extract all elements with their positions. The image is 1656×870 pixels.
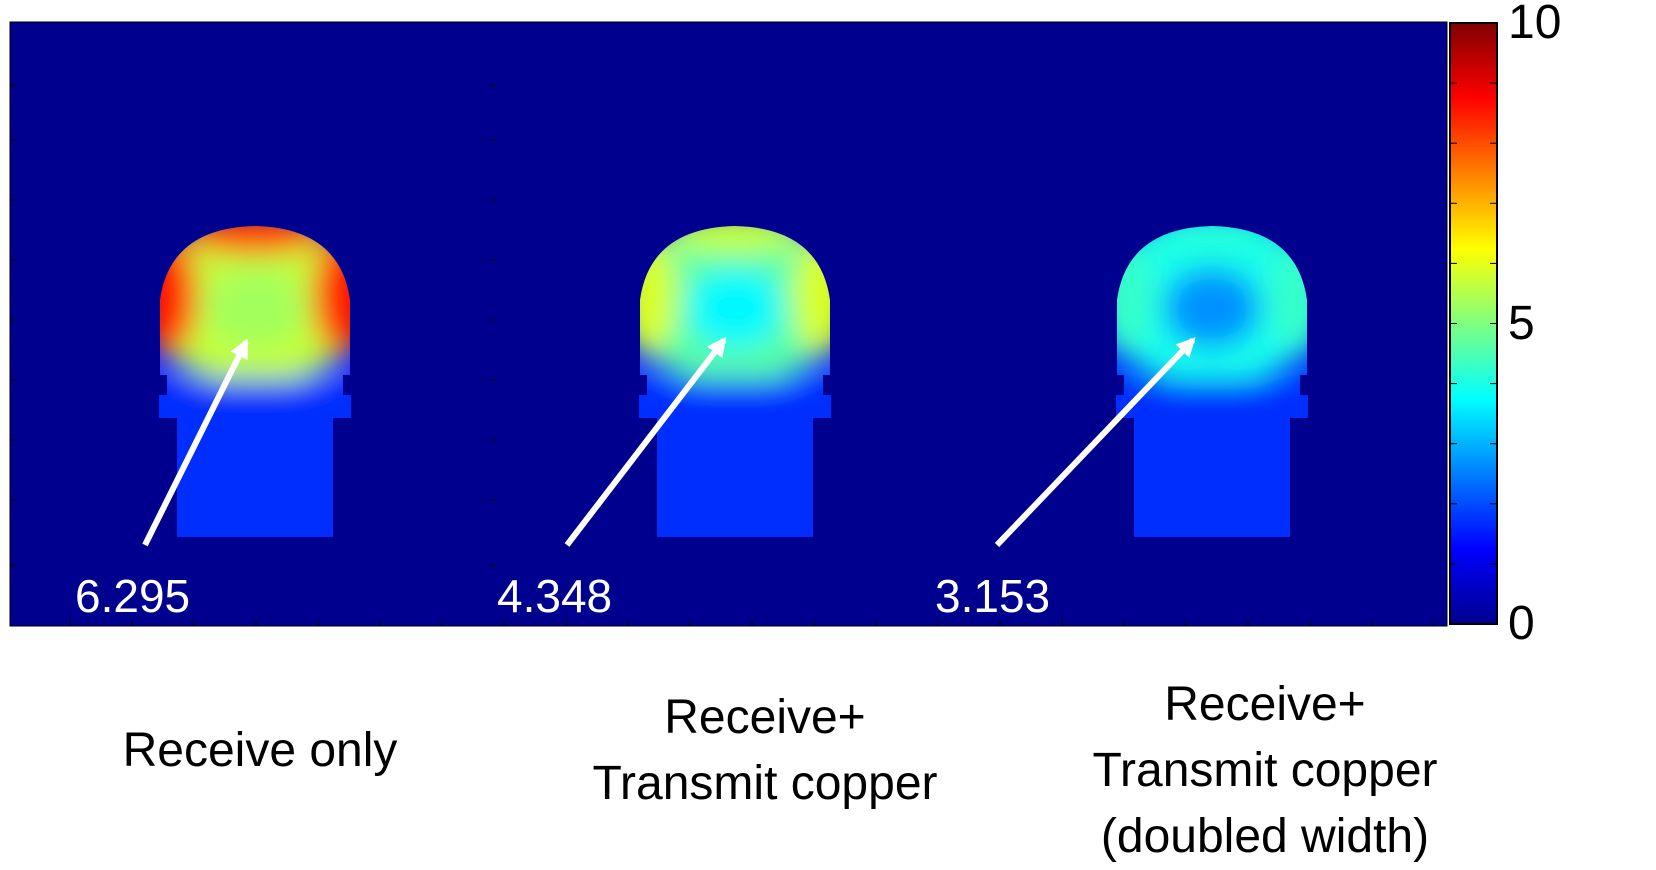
colorbar-ticks xyxy=(1450,82,1497,565)
panel-caption-receive-transmit-doubled: Receive+ Transmit copper (doubled width) xyxy=(1092,678,1438,863)
peak-arrow xyxy=(142,338,249,547)
panel-1: 6.295 xyxy=(75,226,351,622)
colorbar-tick-label: 10 xyxy=(1508,0,1562,49)
panel-3: 3.153 xyxy=(935,226,1308,622)
colorbar xyxy=(1449,22,1498,625)
panel-2: 4.348 xyxy=(497,226,831,622)
peak-value-label: 4.348 xyxy=(497,570,612,622)
plot-frame xyxy=(9,21,1448,627)
peak-arrow xyxy=(564,336,727,547)
panel-caption-receive-transmit: Receive+ Transmit copper xyxy=(592,691,938,810)
peak-value-label: 3.153 xyxy=(935,570,1050,622)
panel-caption-receive-only: Receive only xyxy=(122,724,398,777)
colorbar-gradient xyxy=(1449,22,1498,625)
colorbar-tick-label: 0 xyxy=(1508,597,1535,650)
colorbar-tick-label: 5 xyxy=(1508,296,1535,350)
peak-value-label: 6.295 xyxy=(75,570,190,622)
peak-arrow xyxy=(994,337,1196,548)
panels: 6.295 4.348 3.153 xyxy=(75,226,1308,622)
plot-ticks xyxy=(10,84,1435,626)
